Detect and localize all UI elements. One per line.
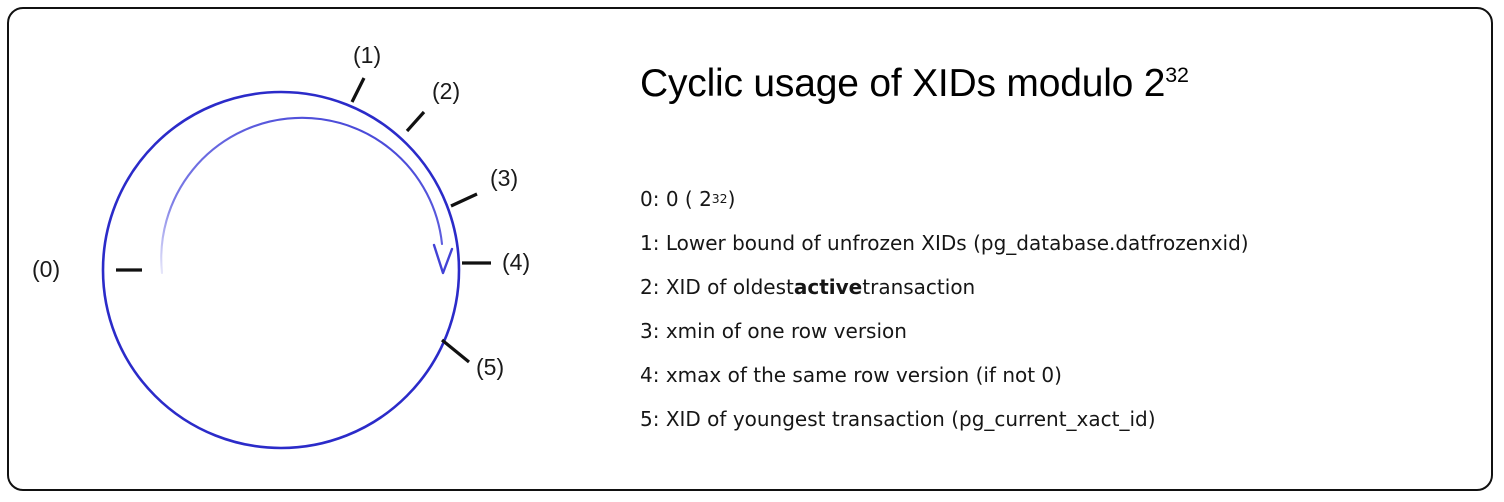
tick-label-3: (3)	[490, 165, 519, 191]
legend-item-3: 3: xmin of one row version	[640, 309, 1460, 353]
page-title: Cyclic usage of XIDs modulo 232	[640, 62, 1460, 107]
legend-item-1: 1: Lower bound of unfrozen XIDs (pg_data…	[640, 221, 1460, 265]
legend-item-1-text: 1: Lower bound of unfrozen XIDs (pg_data…	[640, 231, 1249, 255]
page-title-exponent: 32	[1165, 63, 1189, 87]
legend-item-2: 2: XID of oldest active transaction	[640, 265, 1460, 309]
tick-mark-2	[405, 110, 426, 133]
tick-mark-3	[450, 192, 478, 208]
xid-cycle-ring	[101, 90, 461, 450]
legend-item-2-tail: transaction	[862, 275, 976, 299]
legend-item-5-text: 5: XID of youngest transaction (pg_curre…	[640, 407, 1156, 431]
legend-item-0: 0: 0 ( 2 32 )	[640, 187, 736, 211]
legend-item-3-text: 3: xmin of one row version	[640, 319, 907, 343]
xid-cycle-diagram: (0) (1) (2) (3) (4) (5)	[32, 30, 600, 475]
legend-item-0-post: )	[727, 187, 736, 211]
legend-item-5: 5: XID of youngest transaction (pg_curre…	[640, 397, 1460, 441]
legend-item-2-emphasis: active	[793, 275, 863, 299]
tick-mark-1	[350, 77, 366, 103]
text-column: Cyclic usage of XIDs modulo 232 0: 0 ( 2…	[640, 62, 1460, 429]
page-title-text: Cyclic usage of XIDs modulo 2	[640, 62, 1166, 105]
tick-label-1: (1)	[353, 42, 382, 68]
legend-item-4: 4: xmax of the same row version (if not …	[640, 353, 1460, 397]
legend-item-4-text: 4: xmax of the same row version (if not …	[640, 363, 1062, 387]
tick-label-5: (5)	[476, 354, 505, 380]
legend-list: 0: 0 ( 2 32 ) 1: Lower bound of unfrozen …	[640, 177, 1460, 441]
tick-label-4: (4)	[502, 249, 531, 275]
tick-mark-5	[440, 338, 471, 364]
direction-arc	[160, 116, 444, 275]
slide-border	[7, 7, 1493, 491]
direction-arrowhead	[432, 243, 454, 275]
tick-label-0: (0)	[32, 256, 61, 282]
legend-item-2-pre: 2: XID of oldest	[640, 275, 794, 299]
legend-item-0-pre: 0: 0 ( 2	[640, 187, 712, 211]
tick-label-2: (2)	[432, 78, 461, 104]
